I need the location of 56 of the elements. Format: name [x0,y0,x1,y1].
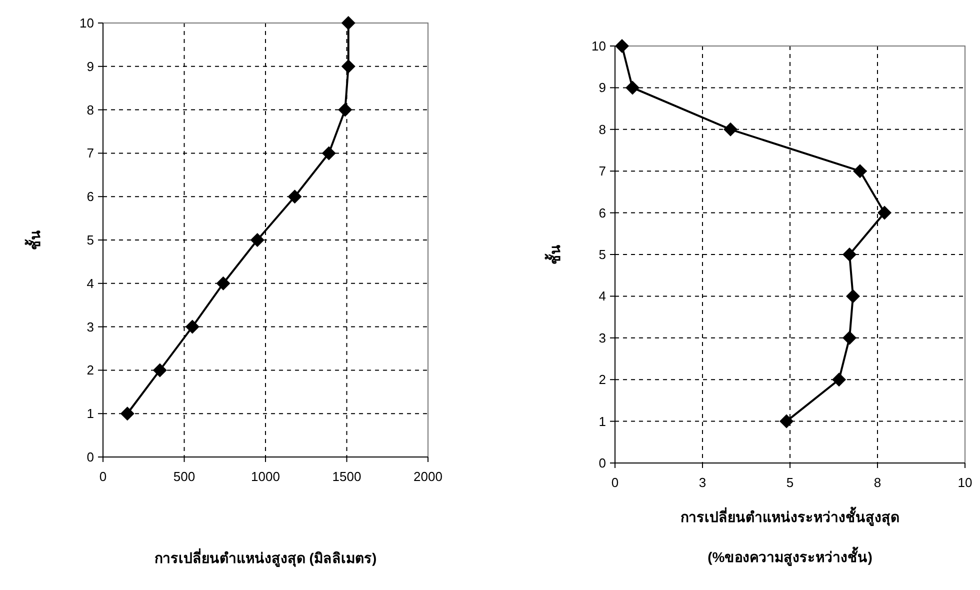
y-tick-label: 3 [86,319,94,334]
y-tick-label: 10 [80,16,94,30]
y-tick-label: 8 [86,102,94,118]
point [341,16,356,30]
x-axis-title: การเปลี่ยนตำแหน่งสูงสุด (มิลลิเมตร) [154,548,377,567]
point [341,59,356,74]
y-tick-label: 2 [598,372,606,388]
point [615,39,629,53]
x-tick-label: 1000 [251,469,280,484]
x-tick-label: 8 [874,475,882,490]
point [878,206,892,220]
y-tick-label: 1 [598,414,606,429]
y-tick-label: 0 [86,450,94,464]
y-tick-label: 0 [598,456,606,470]
y-tick-label: 6 [86,189,94,204]
point [832,372,846,387]
x-tick-label: 1500 [332,469,362,484]
y-tick-label: 4 [86,276,94,291]
point [152,363,167,378]
x-tick-label: 5 [786,475,794,490]
y-tick-label: 5 [86,232,94,248]
point [216,276,230,290]
y-tick-label: 9 [598,80,606,96]
x-tick-label: 2000 [414,469,442,484]
point [185,320,200,334]
y-axis-title: ชั้น [544,244,563,264]
y-tick-label: 2 [86,362,94,378]
y-tick-label: 9 [86,58,94,74]
x-tick-label: 0 [611,475,619,490]
y-tick-label: 6 [598,205,606,220]
y-tick-label: 7 [598,164,606,179]
point [120,406,134,421]
y-tick-label: 7 [86,146,94,161]
y-tick-label: 5 [598,247,606,262]
point [780,414,794,428]
point [288,190,302,204]
point [322,146,336,160]
text: การเปลี่ยนตำแหน่งระหว่างชั้นสูงสุด (%ของความสูงระหว่างชั้น) [680,509,900,565]
point [842,330,856,345]
point [842,248,856,262]
y-tick-label: 10 [592,38,606,54]
point [724,122,738,136]
point [853,164,867,178]
y-tick-label: 1 [86,406,94,422]
point [626,80,640,95]
x-tick-label: 3 [698,475,706,490]
y-axis-title: ชั้น [24,230,43,250]
y-tick-label: 3 [598,330,606,346]
point [338,102,352,117]
x-tick-label: 0 [99,469,107,484]
y-tick-label: 8 [598,122,606,137]
y-tick-label: 4 [598,288,606,304]
point [846,289,860,304]
x-tick-label: 10 [958,475,972,490]
point [250,233,264,247]
x-tick-label: 500 [173,469,196,484]
